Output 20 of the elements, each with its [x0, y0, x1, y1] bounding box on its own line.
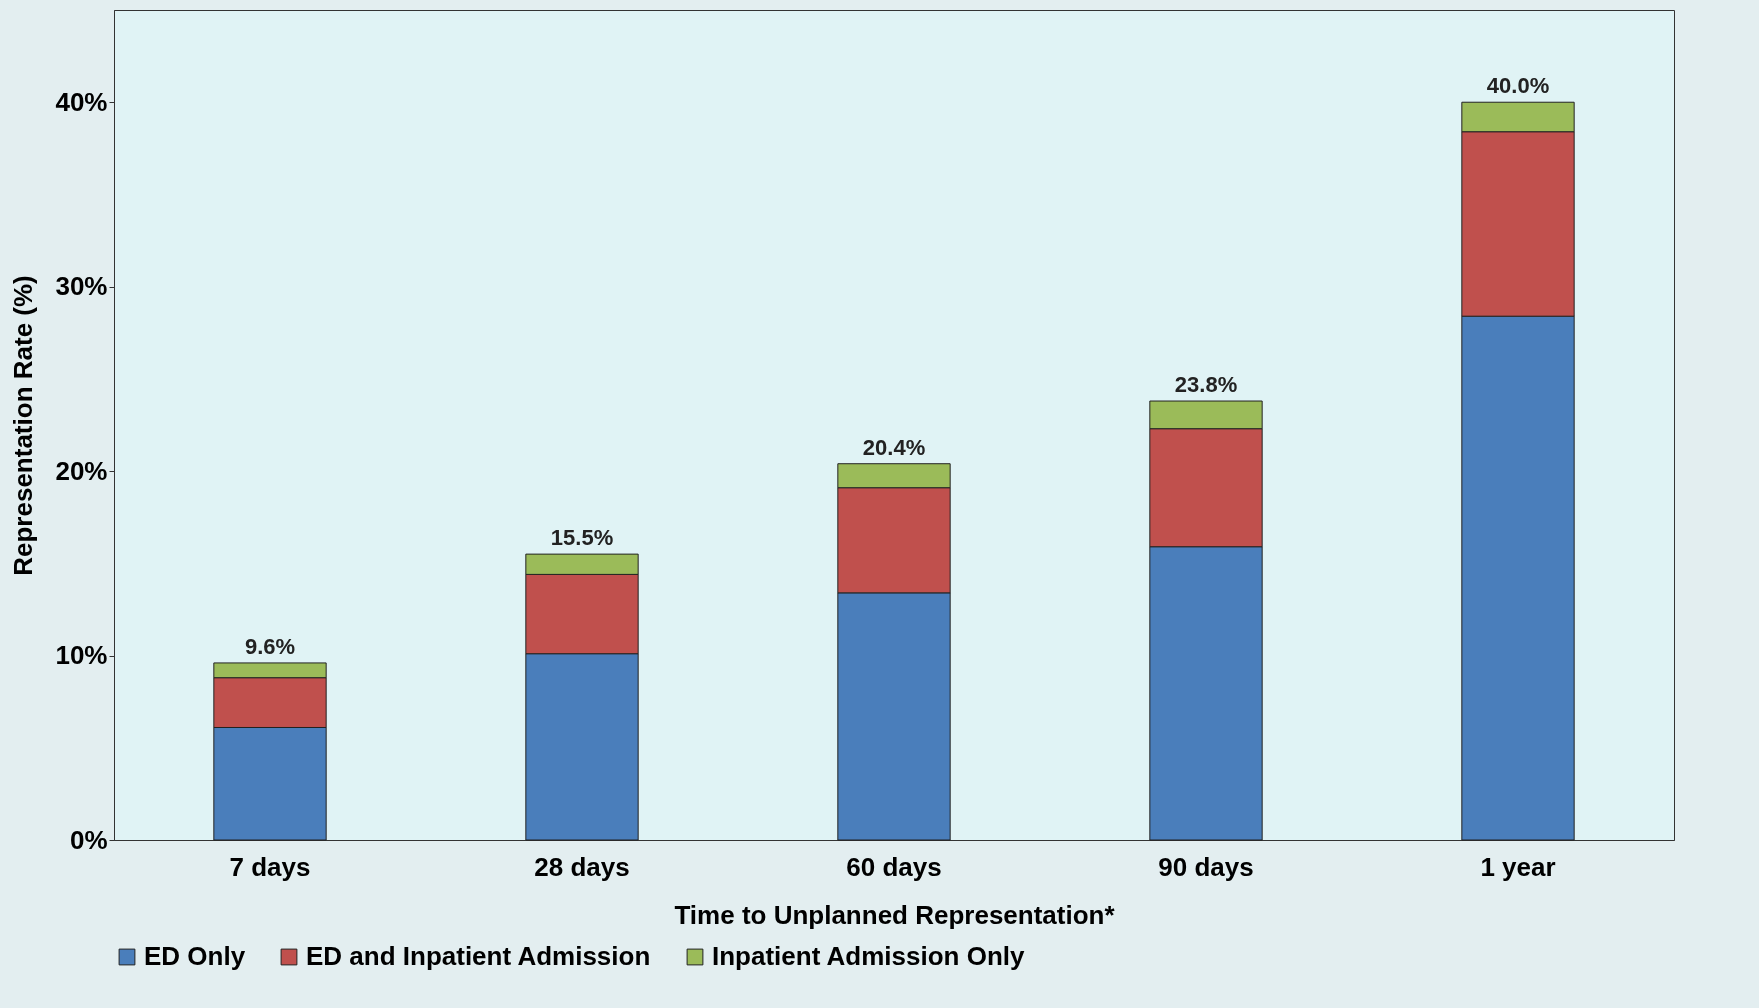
x-tick-label: 90 days — [1158, 851, 1254, 882]
legend-label: ED and Inpatient Admission — [306, 941, 651, 971]
x-tick-label: 60 days — [846, 851, 942, 882]
x-axis-title: Time to Unplanned Representation* — [674, 899, 1116, 930]
y-tick-label: 10% — [55, 640, 108, 671]
legend-label: ED Only — [144, 941, 246, 971]
x-tick-label: 28 days — [534, 851, 630, 882]
y-tick-label: 20% — [55, 455, 108, 486]
y-axis-title: Representation Rate (%) — [8, 275, 39, 576]
total-label: 9.6% — [244, 633, 296, 659]
total-label: 20.4% — [862, 434, 926, 460]
y-tick-label: 30% — [55, 271, 108, 302]
x-tick-label: 7 days — [229, 851, 311, 882]
total-label: 40.0% — [1486, 73, 1550, 99]
total-label: 15.5% — [550, 525, 614, 551]
y-tick-label: 0% — [69, 824, 108, 855]
y-tick-label: 40% — [55, 86, 108, 117]
x-tick-label: 1 year — [1480, 851, 1556, 882]
legend-label: Inpatient Admission Only — [712, 941, 1026, 971]
total-label: 23.8% — [1174, 372, 1238, 398]
